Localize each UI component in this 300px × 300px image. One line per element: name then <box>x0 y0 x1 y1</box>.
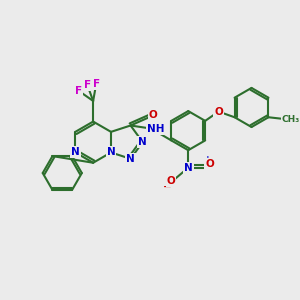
Text: N: N <box>184 163 193 173</box>
Text: −: − <box>163 182 171 192</box>
Text: O: O <box>205 159 214 169</box>
Text: N: N <box>71 148 80 158</box>
Text: N: N <box>126 154 135 164</box>
Text: F: F <box>93 79 100 89</box>
Text: O: O <box>167 176 175 186</box>
Text: NH: NH <box>147 124 165 134</box>
Text: N: N <box>138 137 147 147</box>
Text: O: O <box>149 110 158 120</box>
Text: N: N <box>106 148 116 158</box>
Text: F: F <box>75 86 82 96</box>
Text: O: O <box>214 106 223 117</box>
Text: F: F <box>84 80 91 89</box>
Text: CH₃: CH₃ <box>282 115 300 124</box>
Text: +: + <box>204 155 212 164</box>
